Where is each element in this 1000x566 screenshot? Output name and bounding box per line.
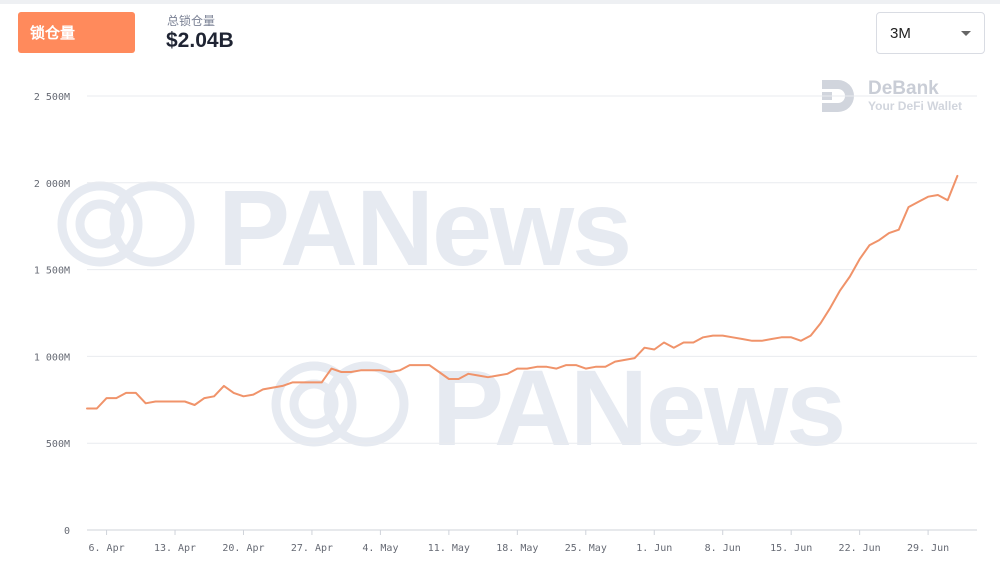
- x-tick-label: 4. May: [362, 543, 398, 554]
- x-tick-label: 1. Jun: [636, 543, 672, 554]
- tvl-tab[interactable]: 锁仓量: [18, 12, 135, 53]
- x-tick-label: 29. Jun: [907, 543, 949, 554]
- top-border: [0, 0, 1000, 4]
- panews-logo-icon: [57, 181, 195, 267]
- watermark-top: PANews: [48, 172, 632, 282]
- tvl-series-line[interactable]: [86, 174, 959, 410]
- time-range-value: 3M: [890, 24, 911, 42]
- total-tvl-label: 总锁仓量: [167, 14, 216, 28]
- y-tick-label: 2 500M: [34, 92, 70, 103]
- x-tick-label: 11. May: [428, 543, 470, 554]
- x-tick-label: 15. Jun: [770, 543, 812, 554]
- x-tick-label: 20. Apr: [222, 543, 264, 554]
- brand-name: DeBank: [868, 78, 939, 99]
- time-range-select[interactable]: 3M: [876, 12, 985, 54]
- y-tick-label: 1 000M: [34, 352, 70, 363]
- x-tick-label: 18. May: [496, 543, 538, 554]
- y-tick-label: 1 500M: [34, 266, 70, 277]
- x-tick-label: 25. May: [565, 543, 607, 554]
- x-tick-label: 22. Jun: [839, 543, 881, 554]
- chevron-down-icon: [961, 31, 971, 36]
- x-tick-label: 6. Apr: [88, 543, 124, 554]
- x-tick-label: 8. Jun: [705, 543, 741, 554]
- panews-logo-icon: [271, 361, 409, 447]
- y-tick-label: 500M: [46, 439, 70, 450]
- x-tick-label: 13. Apr: [154, 543, 196, 554]
- brand-tagline: Your DeFi Wallet: [868, 99, 963, 113]
- total-tvl-value: $2.04B: [166, 29, 234, 52]
- y-tick-label: 0: [64, 526, 70, 537]
- x-tick-label: 27. Apr: [291, 543, 333, 554]
- y-tick-label: 2 000M: [34, 179, 70, 190]
- watermark-text: PANews: [218, 167, 632, 288]
